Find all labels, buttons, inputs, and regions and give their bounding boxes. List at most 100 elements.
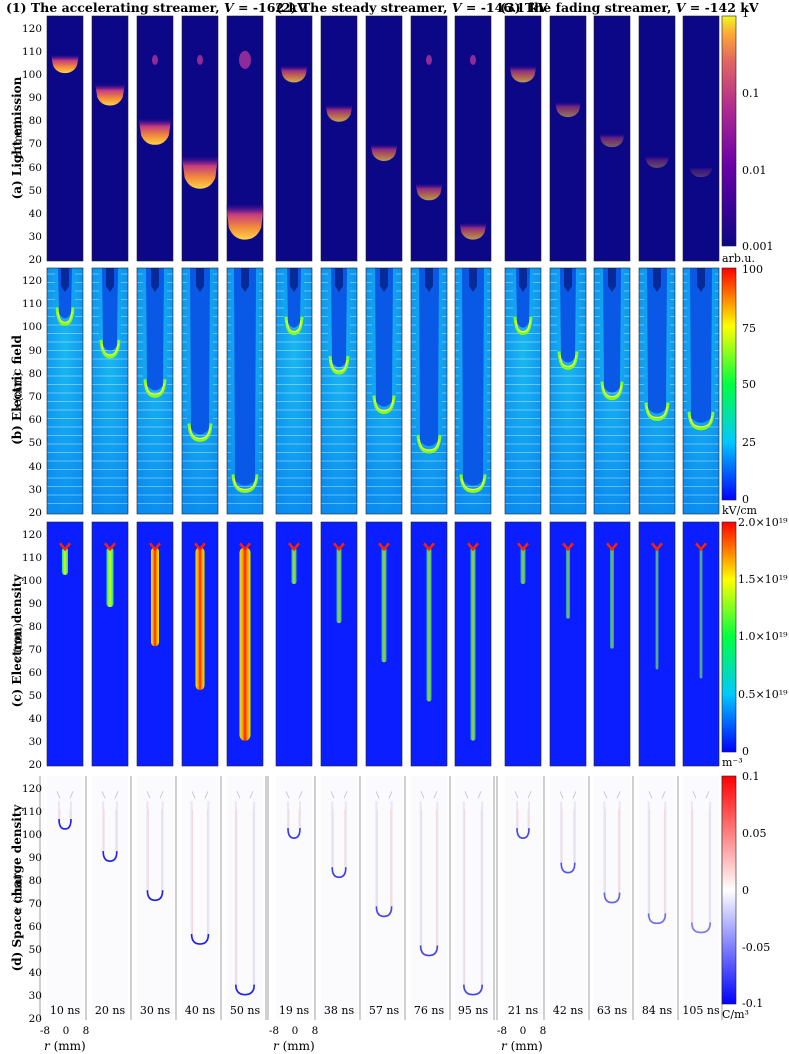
colorbar-tick: -0.1 [742,997,764,1010]
z-tick-label: 100 [21,574,42,587]
column-heading-fading: (3) The fading streamer, V = -142 kV [500,0,759,15]
colorbar-tick: 0 [742,745,749,758]
colorbar-tick: 0.1 [742,87,760,100]
electrode [425,268,433,292]
r-tick-label: -8 [496,1025,508,1037]
secondary-emission [197,54,203,65]
colorbar-tick: 1 [742,7,749,20]
panel-frame [136,15,174,262]
electrode-outline [648,791,666,799]
negative-head-charge [287,828,301,839]
panel-frame [593,267,631,515]
colorbar-tick: 0.05 [742,827,767,840]
colorbar-tick: 100 [742,263,763,276]
electrode-tip-density [104,542,116,552]
electrode [106,268,114,292]
electrode [653,268,661,292]
z-tick-label: 20 [28,1013,42,1025]
electrode [469,268,477,292]
electron-channel [106,547,114,608]
time-label: 40 ns [184,1004,216,1017]
electrode-tip-density [378,542,390,552]
panel-frame [410,15,448,262]
electrode [61,268,69,292]
field-channel [331,268,347,368]
z-tick-label: 100 [21,828,42,841]
z-tick-label: 50 [28,943,42,956]
light-panel [411,16,447,261]
positive-charge-layer [236,809,254,987]
panel-frame [682,15,720,262]
light-panel [639,16,675,261]
colorbar-unit: C/m³ [722,1008,749,1021]
field-head-core [515,320,531,333]
panel-frame [365,521,403,767]
colorbar [721,775,737,1005]
z-tick-label: 20 [28,254,42,266]
field-channel [462,268,484,486]
z-tick-label: 40 [28,966,42,979]
positive-charge-layer [421,809,437,948]
field-channel [146,268,164,391]
panel-frame [454,15,492,262]
positive-charge-layer [147,809,163,893]
field-channel [190,268,210,435]
streamer-head-glow [644,155,670,168]
light-panel [182,16,218,261]
charge-panel [550,776,586,1020]
colorbar-tick: 1.0×10¹⁹ [738,630,788,643]
panel-frame [549,521,587,767]
charge-panel [594,776,630,1020]
charge-panel [683,776,719,1020]
panel-frame [638,521,676,767]
electrode-outline [56,791,74,799]
charge-panel [411,776,447,1020]
electrode-tip-density [288,542,300,552]
negative-head-charge [102,851,118,862]
electrode-outline [464,791,482,799]
field-channel [690,268,712,423]
electrode-tip-density [606,542,618,552]
electrode-outline [330,791,348,799]
positive-charge-layer [192,809,208,937]
electron-channel [336,547,342,624]
electron-channel [610,547,614,649]
streamer-head-glow [280,65,308,83]
streamer-head-glow [325,104,353,122]
charge-panel [92,776,128,1020]
electron-channel [699,547,703,679]
z-tick-label: 20 [28,759,42,771]
electrode [335,268,343,292]
time-label: 19 ns [278,1004,310,1017]
negative-head-charge [235,984,255,996]
negative-head-charge [58,818,72,830]
electrode-tip-density [239,542,251,552]
electrode [697,268,705,292]
field-channel [603,268,621,393]
light-panel [276,16,312,261]
panel-frame [682,521,720,767]
panel-frame [638,15,676,262]
panel-frame [136,521,174,767]
z-tick-label: 90 [28,597,42,610]
electrode-tip-density [333,542,345,552]
z-tick-label: 50 [28,184,42,197]
z-tick-label: 90 [28,92,42,105]
positive-charge-layer [332,809,346,870]
electrode-tip-density [423,542,435,552]
time-label: 76 ns [413,1004,445,1017]
electron-channel [520,547,526,585]
negative-head-charge [603,892,621,904]
positive-charge-layer [517,809,529,831]
z-tick-label: 120 [21,782,42,795]
charge-panel [505,776,541,1020]
electrode-tip-density [59,542,71,552]
panel-frame [365,267,403,515]
electron-channel [655,547,659,670]
z-tick-label: 40 [28,460,42,473]
field-head-core [559,355,577,368]
electrode-tip-density [562,542,574,552]
light-panel [92,16,128,261]
colorbar [721,267,737,501]
light-panel [321,16,357,261]
